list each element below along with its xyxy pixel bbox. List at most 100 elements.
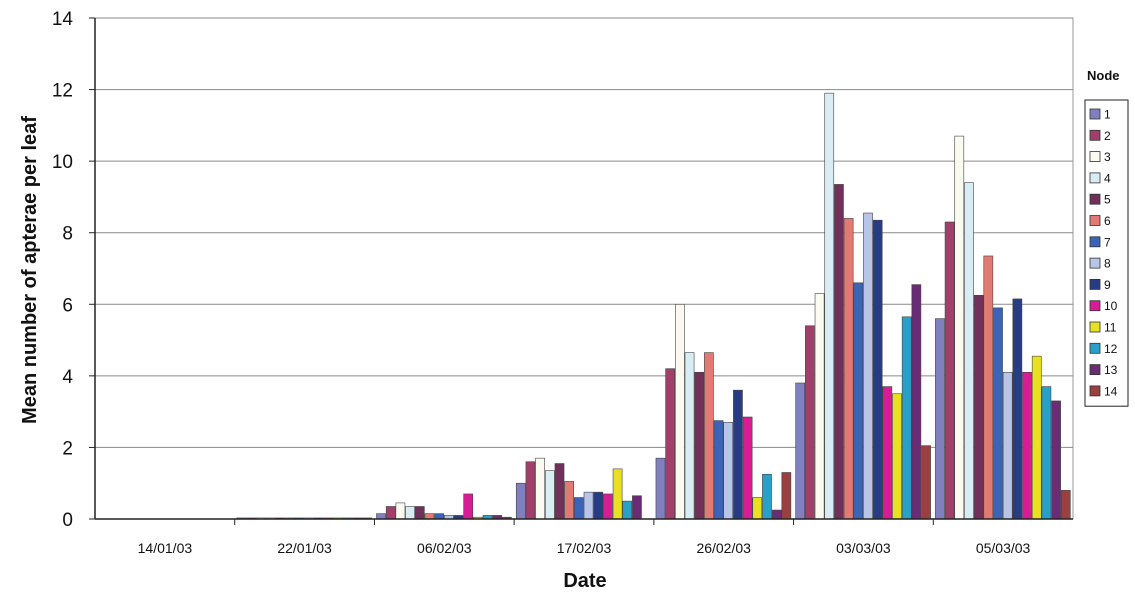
bar-node-9-6 — [872, 219, 883, 520]
legend-swatch-11 — [1089, 321, 1101, 333]
legend-swatch-14 — [1089, 385, 1101, 397]
bar-node-1-5 — [655, 457, 666, 520]
bar-node-3-3 — [395, 502, 406, 520]
legend-swatch-13 — [1089, 364, 1101, 376]
bar-node-1-6 — [795, 382, 806, 520]
bar-node-6-4 — [564, 481, 575, 520]
legend-swatch-4 — [1089, 172, 1101, 184]
legend-label-1: 1 — [1104, 108, 1111, 122]
y-tick-label: 0 — [62, 510, 73, 531]
bar-node-4-7 — [964, 182, 974, 520]
legend-swatch-2 — [1089, 129, 1101, 141]
bar-node-1-4 — [515, 482, 526, 520]
legend-label-6: 6 — [1104, 214, 1111, 228]
bar-node-6-6 — [843, 218, 854, 520]
bar-node-3-4 — [535, 457, 545, 520]
legend-label-11: 11 — [1104, 321, 1117, 335]
bar-node-5-4 — [554, 463, 565, 520]
plot-frame — [94, 17, 1074, 520]
bar-node-2-5 — [665, 368, 676, 520]
legend-label-3: 3 — [1104, 150, 1111, 164]
legend-swatch-1 — [1089, 108, 1101, 120]
x-tick-labels: 14/01/03 22/01/03 06/02/03 17/02/03 26/02/03… — [138, 540, 1031, 556]
bar-node-6-7 — [983, 255, 994, 520]
legend-label-4: 4 — [1104, 171, 1111, 185]
axes — [89, 17, 1073, 525]
y-tick-label: 4 — [62, 367, 73, 388]
legend-swatch-8 — [1089, 257, 1101, 269]
y-tick-label: 8 — [62, 224, 73, 245]
bar-node-1-3 — [376, 513, 386, 520]
bar-node-10-5 — [742, 416, 753, 520]
bar-node-7-3 — [434, 513, 444, 520]
bar-node-2-6 — [805, 325, 815, 520]
y-tick-label: 12 — [52, 81, 73, 102]
bar-node-8-4 — [583, 491, 594, 520]
legend-label-2: 2 — [1104, 129, 1111, 143]
bar-node-4-3 — [405, 506, 415, 520]
legend-swatch-5 — [1089, 193, 1101, 205]
bar-node-11-5 — [752, 497, 763, 520]
bar-node-12-7 — [1041, 386, 1052, 520]
legend-label-13: 13 — [1104, 363, 1118, 377]
x-tick-label: 14/01/03 — [138, 540, 193, 556]
bar-node-5-3 — [414, 506, 425, 520]
bar-node-13-5 — [771, 509, 782, 520]
bar-node-10-3 — [463, 493, 474, 520]
bar-node-10-6 — [882, 386, 893, 520]
legend-swatch-12 — [1089, 342, 1101, 354]
legend-swatch-6 — [1089, 215, 1101, 226]
bar-node-9-5 — [733, 389, 743, 520]
legend-swatch-7 — [1089, 236, 1101, 248]
bar-node-11-6 — [892, 393, 902, 520]
legend-swatch-9 — [1089, 278, 1101, 290]
legend-label-9: 9 — [1104, 278, 1111, 292]
x-tick-label: 22/01/03 — [277, 540, 332, 556]
bar-node-9-4 — [593, 491, 604, 520]
bar-node-13-4 — [632, 495, 642, 520]
bar-node-14-5 — [781, 472, 792, 520]
y-tick-label: 2 — [62, 438, 73, 459]
bar-node-13-7 — [1051, 400, 1061, 520]
y-axis-label: Mean number of apterae per leaf — [19, 116, 41, 424]
x-tick-label: 26/02/03 — [696, 540, 751, 556]
bars — [236, 92, 1071, 520]
bar-node-8-5 — [723, 422, 734, 520]
bar-node-12-6 — [901, 316, 912, 520]
bar-node-13-6 — [911, 284, 922, 520]
bar-node-6-3 — [424, 513, 435, 520]
x-tick-label: 05/03/03 — [976, 540, 1031, 556]
y-tick-label: 10 — [52, 152, 73, 173]
bar-node-3-5 — [675, 303, 685, 520]
x-tick-label: 17/02/03 — [557, 540, 612, 556]
bar-node-12-4 — [622, 500, 633, 520]
bar-node-11-4 — [612, 468, 623, 520]
bar-node-10-4 — [603, 493, 613, 520]
bar-node-6-5 — [704, 352, 714, 520]
bar-node-3-6 — [814, 293, 825, 520]
bar-node-12-5 — [762, 473, 772, 520]
legend-label-5: 5 — [1104, 193, 1111, 207]
bar-node-10-7 — [1022, 371, 1032, 520]
bar-node-11-7 — [1031, 355, 1042, 520]
bar-node-8-6 — [863, 212, 873, 520]
bar-node-2-4 — [525, 461, 536, 520]
bar-node-3-7 — [954, 135, 965, 520]
y-tick-label: 6 — [62, 295, 73, 316]
legend-swatch-10 — [1089, 300, 1101, 312]
bar-node-7-6 — [853, 282, 864, 520]
x-tick-label: 03/03/03 — [836, 540, 891, 556]
bar-node-4-4 — [544, 470, 555, 520]
bar-node-7-5 — [713, 420, 724, 520]
bar-node-2-3 — [385, 506, 396, 520]
legend-box — [1084, 99, 1129, 407]
bar-node-14-6 — [921, 445, 931, 520]
legend-label-14: 14 — [1104, 384, 1118, 398]
legend-label-12: 12 — [1104, 342, 1118, 356]
bar-node-8-7 — [1002, 371, 1013, 520]
bar-node-5-5 — [694, 371, 705, 520]
legend-title: Node — [1087, 68, 1120, 83]
bar-node-9-7 — [1012, 298, 1023, 520]
